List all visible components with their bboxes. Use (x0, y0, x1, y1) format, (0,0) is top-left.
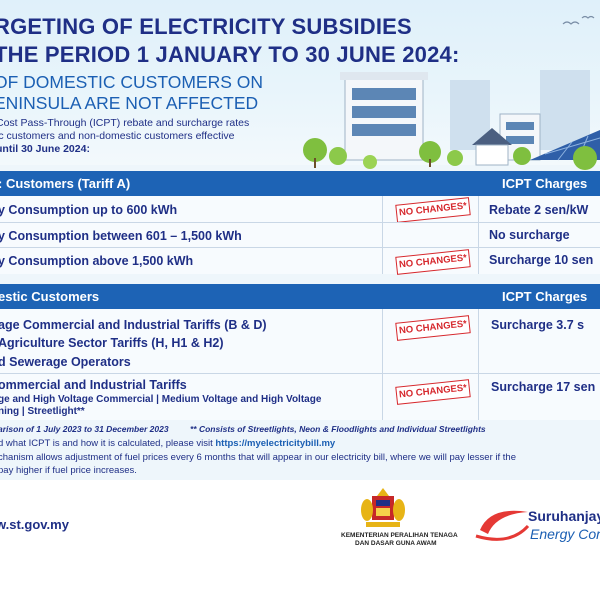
info-text: pay higher if fuel price increases. (0, 465, 137, 476)
domestic-header: : Customers (Tariff A) ICPT Charges (0, 171, 600, 196)
nondomestic-table (0, 309, 600, 420)
nondomestic-header: estic Customers ICPT Charges (0, 284, 600, 309)
domestic-row-charge: No surcharge (489, 228, 570, 242)
domestic-row-charge: Rebate 2 sen/kW (489, 203, 589, 217)
row-separator (0, 222, 600, 223)
page-title-line1: RGETING OF ELECTRICITY SUBSIDIES (0, 14, 412, 39)
agency-name-line1: Suruhanjaya (528, 508, 600, 524)
domestic-row-label: y Consumption between 601 – 1,500 kWh (0, 229, 242, 243)
column-divider (382, 309, 383, 420)
domestic-table (0, 196, 600, 274)
subtitle-line1: OF DOMESTIC CUSTOMERS ON (0, 72, 263, 92)
info-text-prefix: d what ICPT is and how it is calculated,… (0, 438, 216, 449)
coat-of-arms-icon (361, 488, 405, 527)
birds-icon (562, 15, 595, 25)
column-divider (382, 196, 383, 274)
nondomestic-header-label: estic Customers (0, 289, 100, 304)
intro-line1: Cost Pass-Through (ICPT) rebate and surc… (0, 117, 250, 129)
domestic-row-label: y Consumption up to 600 kWh (0, 203, 178, 217)
nondomestic-row-charge: Surcharge 17 sen (491, 380, 596, 394)
domestic-header-label: : Customers (Tariff A) (0, 176, 131, 191)
intro-line2: ic customers and non-domestic customers … (0, 130, 235, 142)
nondomestic-row-subline: ning | Streetlight** (0, 406, 85, 417)
trees-icon (303, 138, 597, 170)
bill-website-link[interactable]: https://myelectricitybill.my (215, 438, 336, 449)
page-title-line2: THE PERIOD 1 JANUARY TO 30 JUNE 2024: (0, 42, 460, 67)
domestic-charges-header: ICPT Charges (502, 176, 588, 191)
house-icon (472, 128, 512, 166)
nondomestic-row-line: ommercial and Industrial Tariffs (0, 378, 187, 392)
footnote: arison of 1 July 2023 to 31 December 202… (0, 424, 169, 434)
nondomestic-charges-header: ICPT Charges (502, 289, 588, 304)
domestic-row-charge: Surcharge 10 sen (489, 253, 594, 267)
row-separator (0, 373, 600, 374)
info-text: d what ICPT is and how it is calculated,… (0, 438, 335, 449)
intro-line3: until 30 June 2024: (0, 143, 90, 155)
nondomestic-row-subline: ge and High Voltage Commercial | Medium … (0, 394, 322, 405)
info-text: chanism allows adjustment of fuel prices… (0, 452, 516, 463)
column-divider (478, 309, 479, 420)
domestic-row-label: y Consumption above 1,500 kWh (0, 254, 194, 268)
office-building-icon (340, 72, 428, 161)
footer-website[interactable]: w.st.gov.my (0, 517, 69, 532)
nondomestic-row-line: age Commercial and Industrial Tariffs (B… (0, 318, 267, 332)
city-illustration (303, 15, 600, 170)
ministry-name-line1: KEMENTERIAN PERALIHAN TENAGA (341, 532, 458, 539)
column-divider (478, 196, 479, 274)
nondomestic-row-line: Agriculture Sector Tariffs (H, H1 & H2) (0, 336, 224, 350)
subtitle-line2: ENINSULA ARE NOT AFFECTED (0, 93, 259, 113)
nondomestic-row-charge: Surcharge 3.7 s (491, 318, 585, 332)
footnote: ** Consists of Streetlights, Neon & Floo… (190, 424, 486, 434)
ministry-name-line2: DAN DASAR GUNA AWAM (355, 540, 437, 547)
energy-commission-logo-icon (475, 510, 530, 541)
agency-name-line2: Energy Com (530, 526, 600, 542)
nondomestic-row-line: d Sewerage Operators (0, 355, 131, 369)
row-separator (0, 247, 600, 248)
